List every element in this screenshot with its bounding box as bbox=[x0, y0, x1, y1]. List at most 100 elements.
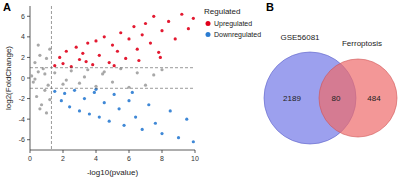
point bbox=[136, 71, 139, 74]
point bbox=[127, 37, 130, 40]
panel-label: A bbox=[3, 1, 11, 13]
x-tick bbox=[96, 150, 97, 153]
point bbox=[93, 91, 96, 94]
point bbox=[144, 84, 147, 87]
y-tick bbox=[27, 36, 30, 37]
point bbox=[152, 73, 155, 76]
point bbox=[108, 120, 111, 123]
point bbox=[103, 35, 106, 38]
point bbox=[113, 64, 116, 67]
threshold-line bbox=[30, 88, 195, 89]
point bbox=[167, 20, 170, 23]
point bbox=[108, 61, 111, 64]
point bbox=[83, 75, 86, 78]
point bbox=[119, 31, 122, 34]
point bbox=[81, 52, 84, 55]
point bbox=[160, 132, 163, 135]
set-label: GSE56081 bbox=[280, 33, 320, 42]
point bbox=[152, 15, 155, 18]
y-tick bbox=[27, 98, 30, 99]
point bbox=[101, 72, 104, 75]
y-tick-label: -2 bbox=[19, 95, 25, 102]
point bbox=[160, 68, 163, 71]
point bbox=[98, 115, 101, 118]
point bbox=[157, 51, 160, 54]
point bbox=[116, 50, 119, 53]
y-tick-label: 2 bbox=[21, 54, 25, 61]
x-tick bbox=[63, 150, 64, 153]
legend-title: Regulated bbox=[204, 7, 240, 16]
point bbox=[187, 27, 190, 30]
threshold-line bbox=[30, 67, 195, 68]
point bbox=[38, 54, 41, 57]
y-tick-label: 0 bbox=[21, 75, 25, 82]
point bbox=[75, 46, 78, 49]
point bbox=[63, 92, 66, 95]
point bbox=[180, 13, 183, 16]
point bbox=[53, 90, 56, 93]
point bbox=[43, 72, 46, 75]
point bbox=[33, 77, 36, 80]
point bbox=[177, 136, 180, 139]
point bbox=[169, 109, 172, 112]
y-tick bbox=[27, 119, 30, 120]
x-tick bbox=[129, 150, 130, 153]
point bbox=[124, 57, 127, 60]
point bbox=[149, 41, 152, 44]
point bbox=[132, 25, 135, 28]
x-tick bbox=[162, 150, 163, 153]
point bbox=[86, 68, 89, 71]
x-tick bbox=[195, 150, 196, 153]
point bbox=[94, 39, 97, 42]
x-tick-label: 2 bbox=[61, 155, 65, 162]
point bbox=[159, 56, 162, 59]
point bbox=[85, 60, 88, 63]
point bbox=[91, 63, 94, 66]
set-label: Ferroptosis bbox=[342, 39, 382, 48]
point bbox=[134, 115, 137, 118]
set-count: 484 bbox=[367, 94, 381, 103]
y-tick bbox=[27, 57, 30, 58]
point bbox=[37, 43, 40, 46]
point bbox=[141, 33, 144, 36]
x-tick-label: 10 bbox=[191, 155, 199, 162]
point bbox=[78, 58, 81, 61]
point bbox=[48, 98, 51, 101]
y-tick-label: 4 bbox=[21, 33, 25, 40]
point bbox=[53, 64, 56, 67]
legend-swatch bbox=[206, 32, 211, 37]
figure: A0246810-6-4-20246-log10(pvalue)log2(Fol… bbox=[0, 0, 400, 182]
panel-label: B bbox=[266, 1, 274, 13]
point bbox=[53, 71, 56, 74]
point bbox=[83, 97, 86, 100]
point bbox=[65, 50, 68, 53]
point bbox=[78, 109, 81, 112]
set-circle bbox=[319, 59, 397, 137]
y-axis-label: log2(FoldChange) bbox=[4, 46, 13, 110]
y-tick-label: -4 bbox=[19, 116, 25, 123]
point bbox=[111, 43, 114, 46]
point bbox=[78, 82, 81, 85]
x-tick-label: 4 bbox=[94, 155, 98, 162]
set-count: 2189 bbox=[283, 94, 301, 103]
y-tick-label: 6 bbox=[21, 13, 25, 20]
legend-entry: Downregulated bbox=[214, 31, 261, 39]
point bbox=[122, 124, 125, 127]
point bbox=[118, 107, 121, 110]
point bbox=[33, 61, 36, 64]
point bbox=[88, 112, 91, 115]
point bbox=[47, 84, 50, 87]
x-tick-label: 6 bbox=[127, 155, 131, 162]
point bbox=[136, 48, 139, 51]
x-axis-label: -log10(pvalue) bbox=[87, 168, 138, 177]
point bbox=[70, 69, 73, 72]
point bbox=[144, 22, 147, 25]
point bbox=[86, 41, 89, 44]
point bbox=[38, 107, 41, 110]
x-tick-label: 8 bbox=[160, 155, 164, 162]
point bbox=[94, 85, 97, 88]
point bbox=[30, 74, 33, 77]
point bbox=[45, 111, 48, 114]
point bbox=[61, 62, 64, 65]
legend-entry: Upregulated bbox=[214, 20, 252, 28]
